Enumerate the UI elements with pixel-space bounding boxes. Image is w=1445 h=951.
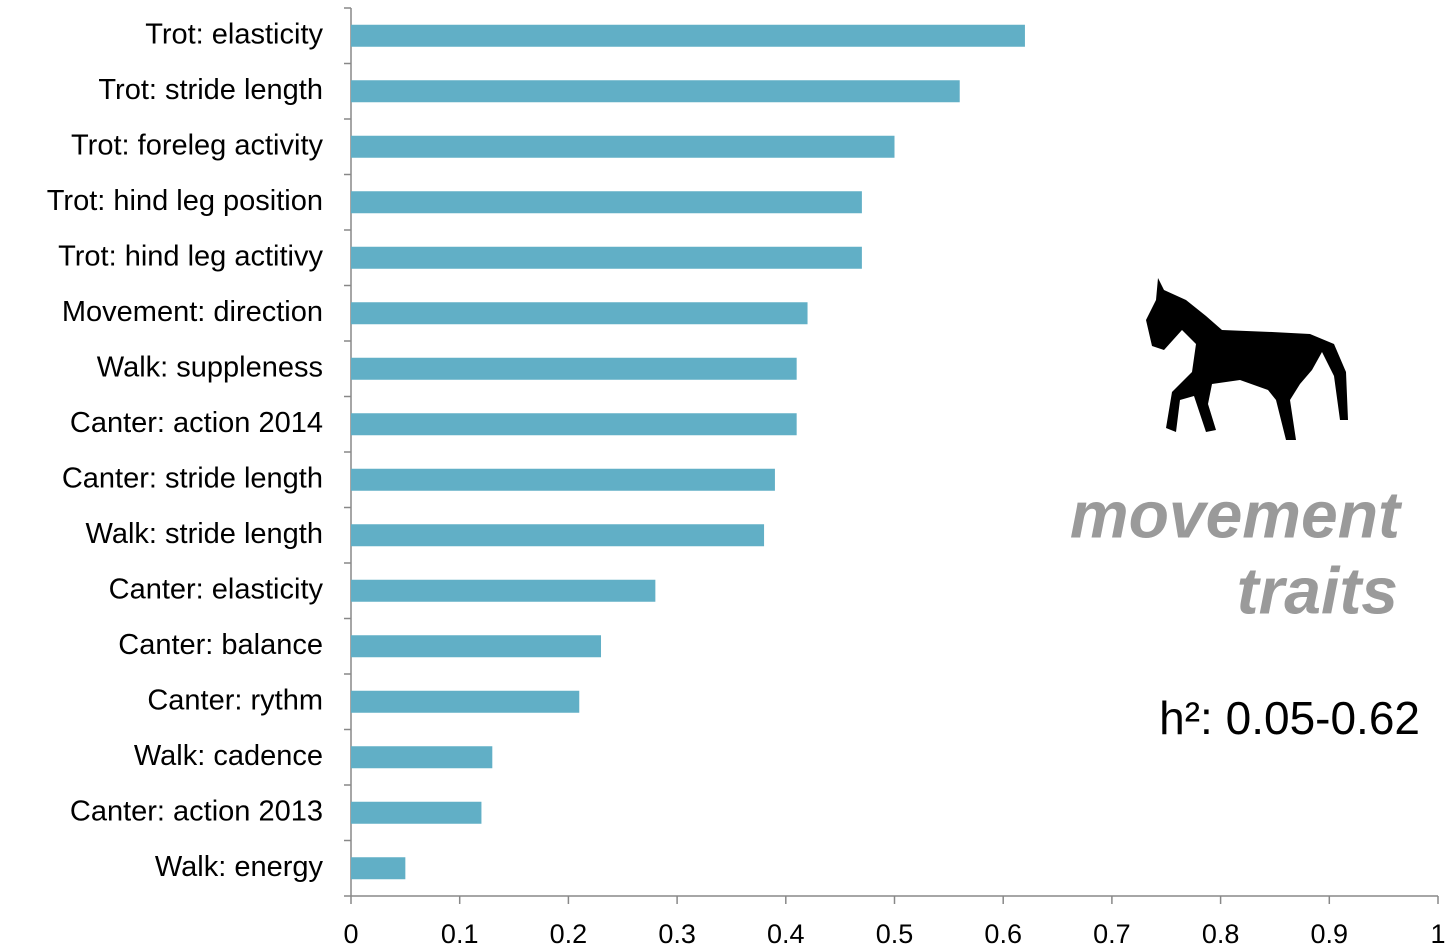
x-tick-label: 0 — [343, 919, 358, 949]
y-tick-label: Canter: stride length — [62, 462, 323, 494]
y-tick-label: Trot: hind leg actitivy — [58, 240, 323, 272]
bar — [351, 468, 775, 491]
x-tick-label: 0.5 — [876, 919, 914, 949]
bar — [351, 635, 602, 658]
bar — [351, 413, 797, 436]
annotation: movement — [1070, 477, 1403, 551]
bar — [351, 857, 406, 880]
y-tick-label: Canter: action 2013 — [70, 795, 323, 827]
bar — [351, 357, 797, 380]
y-tick-label: Trot: hind leg position — [47, 185, 323, 217]
horse-icon — [1146, 278, 1348, 440]
bar — [351, 579, 656, 602]
y-tick-label: Trot: stride length — [98, 74, 323, 106]
y-tick-label: Canter: balance — [118, 629, 323, 661]
y-tick-label: Walk: cadence — [134, 740, 323, 772]
annotation: traits — [1237, 553, 1398, 627]
x-tick-label: 0.8 — [1202, 919, 1240, 949]
y-tick-label: Movement: direction — [62, 296, 323, 328]
x-tick-label: 0.9 — [1311, 919, 1349, 949]
x-tick-label: 0.3 — [658, 919, 696, 949]
y-tick-label: Canter: rythm — [147, 684, 323, 716]
y-tick-label: Walk: energy — [155, 851, 324, 883]
bar — [351, 246, 862, 269]
bar — [351, 302, 808, 325]
bar — [351, 801, 482, 824]
y-tick-label: Canter: action 2014 — [70, 407, 323, 439]
x-tick-label: 0.2 — [550, 919, 588, 949]
bar — [351, 135, 895, 158]
y-tick-label: Walk: stride length — [86, 518, 323, 550]
bar — [351, 524, 765, 547]
y-tick-label: Trot: foreleg activity — [71, 129, 323, 161]
bar — [351, 690, 580, 713]
bar — [351, 746, 493, 769]
y-tick-label: Canter: elasticity — [109, 573, 324, 605]
y-tick-label: Trot: elasticity — [145, 18, 323, 50]
y-tick-label: Walk: suppleness — [97, 351, 323, 383]
bar — [351, 191, 862, 214]
x-tick-label: 1 — [1430, 919, 1445, 949]
bar — [351, 24, 1025, 47]
bar — [351, 80, 960, 103]
x-tick-label: 0.7 — [1093, 919, 1131, 949]
x-tick-label: 0.6 — [984, 919, 1022, 949]
x-tick-label: 0.4 — [767, 919, 805, 949]
annotation: h²: 0.05-0.62 — [1159, 692, 1420, 744]
x-tick-label: 0.1 — [441, 919, 479, 949]
